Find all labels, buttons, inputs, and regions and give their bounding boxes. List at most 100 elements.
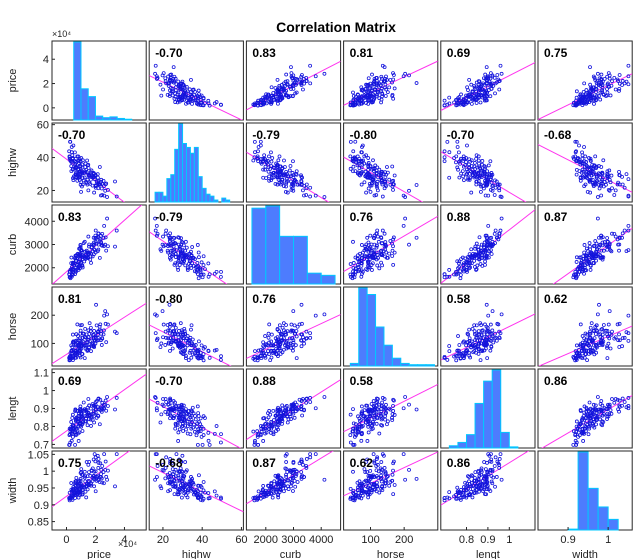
data-point bbox=[189, 266, 194, 270]
histogram-bar bbox=[197, 176, 203, 203]
x-tick-label: 100 bbox=[361, 534, 379, 546]
data-point bbox=[359, 159, 364, 164]
data-point bbox=[153, 312, 157, 317]
data-point bbox=[607, 168, 612, 173]
data-point bbox=[195, 272, 200, 277]
data-point bbox=[589, 256, 594, 261]
data-point bbox=[297, 182, 302, 187]
data-point bbox=[277, 154, 282, 159]
histogram-bar bbox=[383, 344, 393, 367]
data-point bbox=[68, 270, 72, 274]
data-point bbox=[253, 349, 257, 354]
data-point bbox=[168, 321, 173, 326]
data-point bbox=[73, 272, 77, 277]
data-point bbox=[173, 325, 178, 330]
histogram-bar bbox=[158, 191, 164, 203]
data-point bbox=[88, 177, 93, 182]
data-point bbox=[466, 176, 471, 180]
data-point bbox=[187, 339, 191, 344]
data-point bbox=[100, 243, 105, 248]
data-point bbox=[291, 175, 296, 179]
data-point bbox=[391, 71, 395, 75]
data-point bbox=[68, 358, 73, 362]
data-point bbox=[574, 89, 579, 94]
data-point bbox=[467, 97, 471, 102]
data-point bbox=[469, 190, 474, 195]
data-point bbox=[106, 244, 110, 249]
data-point bbox=[351, 159, 356, 164]
data-point bbox=[479, 82, 484, 87]
correlation-label: 0.62 bbox=[350, 456, 374, 470]
data-point bbox=[201, 358, 206, 363]
data-point bbox=[478, 166, 482, 170]
data-point bbox=[79, 247, 84, 252]
data-point bbox=[464, 172, 469, 177]
data-point bbox=[583, 263, 588, 267]
data-point bbox=[495, 235, 500, 240]
correlation-label: 0.87 bbox=[544, 210, 568, 224]
data-point bbox=[179, 254, 184, 258]
histogram-bar bbox=[375, 326, 385, 367]
data-point bbox=[276, 354, 280, 358]
data-point bbox=[154, 74, 159, 79]
data-point bbox=[364, 190, 369, 195]
data-point bbox=[282, 158, 286, 163]
data-point bbox=[183, 263, 188, 268]
data-point bbox=[576, 159, 581, 164]
data-point bbox=[259, 156, 264, 161]
y-tick-label: 0.9 bbox=[34, 404, 49, 416]
data-point bbox=[587, 241, 592, 245]
data-point bbox=[374, 245, 379, 250]
data-point bbox=[476, 154, 481, 159]
histogram-bar bbox=[408, 364, 419, 367]
chart-title: Correlation Matrix bbox=[276, 19, 396, 35]
data-point bbox=[99, 343, 104, 347]
data-point bbox=[278, 172, 283, 176]
data-point bbox=[388, 78, 393, 82]
data-point bbox=[594, 97, 598, 102]
histogram-bar bbox=[87, 96, 96, 121]
histogram-bar bbox=[213, 199, 219, 203]
data-point bbox=[171, 241, 176, 246]
data-point bbox=[480, 263, 485, 268]
data-point bbox=[492, 75, 497, 80]
data-point bbox=[313, 193, 318, 198]
data-point bbox=[591, 260, 596, 265]
data-point bbox=[180, 93, 185, 98]
x-tick-label: 20 bbox=[157, 534, 169, 546]
data-point bbox=[106, 322, 110, 327]
data-point bbox=[626, 82, 631, 87]
data-point bbox=[626, 248, 631, 253]
data-point bbox=[622, 228, 627, 233]
data-point bbox=[585, 189, 590, 194]
data-point bbox=[356, 265, 361, 269]
data-point bbox=[289, 179, 293, 184]
data-point bbox=[196, 250, 201, 255]
data-point bbox=[369, 181, 374, 185]
data-point bbox=[617, 86, 622, 91]
data-point bbox=[472, 85, 477, 90]
data-point bbox=[588, 65, 592, 70]
data-point bbox=[366, 76, 371, 81]
data-point bbox=[477, 235, 482, 240]
histogram-bar bbox=[400, 362, 410, 367]
data-point bbox=[369, 183, 374, 188]
data-point bbox=[403, 216, 408, 221]
data-point bbox=[86, 188, 91, 193]
data-point bbox=[375, 185, 380, 190]
data-point bbox=[155, 338, 159, 342]
data-point bbox=[261, 175, 266, 180]
data-point bbox=[600, 175, 605, 180]
data-point bbox=[348, 262, 353, 266]
data-point bbox=[366, 98, 370, 103]
data-point bbox=[182, 97, 187, 102]
data-point bbox=[212, 271, 217, 276]
data-point bbox=[586, 259, 591, 264]
data-point bbox=[275, 182, 280, 187]
data-point bbox=[105, 195, 109, 199]
data-point bbox=[299, 74, 304, 79]
histogram-bar bbox=[189, 152, 195, 203]
y-tick-label: 4 bbox=[43, 54, 49, 66]
data-point bbox=[69, 255, 74, 260]
data-point bbox=[473, 246, 477, 251]
